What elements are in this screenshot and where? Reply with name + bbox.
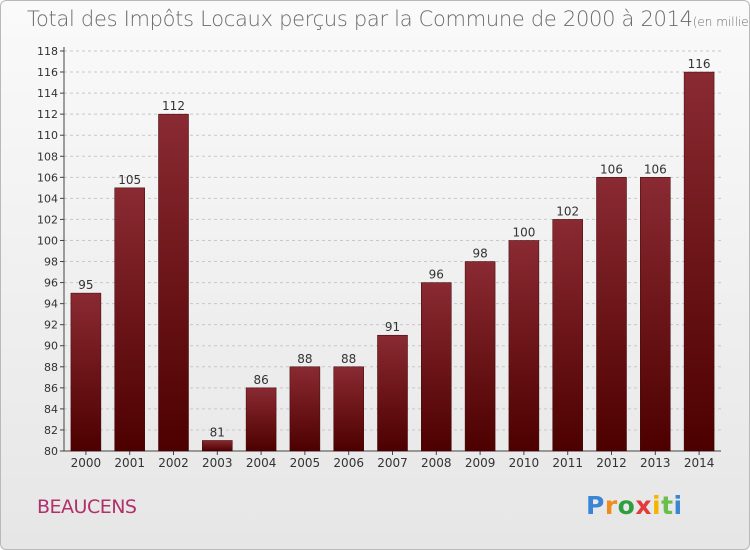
y-tick-label: 98 bbox=[44, 256, 58, 269]
logo-letter: x bbox=[635, 491, 652, 520]
logo-letter: o bbox=[617, 491, 636, 520]
y-tick-label: 106 bbox=[37, 171, 58, 184]
y-tick-label: 104 bbox=[37, 192, 58, 205]
x-tick-label-2010: 2010 bbox=[509, 456, 540, 470]
data-label-2013: 106 bbox=[644, 162, 667, 176]
x-tick-label-2000: 2000 bbox=[71, 456, 102, 470]
bar-2008 bbox=[421, 282, 452, 452]
title-unit: (en milliers d'€) bbox=[692, 15, 749, 29]
x-tick-label-2005: 2005 bbox=[290, 456, 321, 470]
y-tick-label: 94 bbox=[44, 298, 58, 311]
proxiti-logo: Proxiti bbox=[586, 491, 683, 520]
data-label-2010: 100 bbox=[512, 225, 535, 239]
logo-letter: i bbox=[652, 491, 662, 520]
y-tick-label: 112 bbox=[37, 108, 58, 121]
data-label-2007: 91 bbox=[385, 320, 400, 334]
x-tick-label-2013: 2013 bbox=[640, 456, 671, 470]
x-tick-label-2011: 2011 bbox=[552, 456, 583, 470]
bar-2009 bbox=[464, 261, 496, 452]
y-tick-label: 82 bbox=[44, 424, 58, 437]
y-tick-label: 116 bbox=[37, 66, 58, 79]
data-label-2003: 81 bbox=[210, 425, 225, 439]
logo-letter: r bbox=[604, 491, 618, 520]
logo-letter: P bbox=[586, 491, 605, 520]
y-tick-label: 86 bbox=[44, 382, 58, 395]
x-tick-label-2006: 2006 bbox=[333, 456, 364, 470]
y-tick-label: 118 bbox=[37, 45, 58, 58]
bar-2000 bbox=[70, 292, 102, 452]
bar-2013 bbox=[640, 177, 671, 452]
title-text: Total des Impôts Locaux perçus par la Co… bbox=[27, 7, 693, 31]
x-tick-label-2009: 2009 bbox=[465, 456, 496, 470]
bars bbox=[70, 71, 715, 452]
data-label-2002: 112 bbox=[162, 99, 185, 113]
logo-letter: i bbox=[673, 491, 683, 520]
y-tick-label: 84 bbox=[44, 403, 58, 416]
data-label-2000: 95 bbox=[78, 278, 93, 292]
x-tick-label-2003: 2003 bbox=[202, 456, 233, 470]
data-label-2008: 96 bbox=[429, 268, 444, 282]
bar-2014 bbox=[683, 71, 715, 452]
data-label-2009: 98 bbox=[472, 247, 487, 261]
data-label-2006: 88 bbox=[341, 352, 356, 366]
y-tick-label: 102 bbox=[37, 213, 58, 226]
y-tick-label: 90 bbox=[44, 340, 58, 353]
y-tick-label: 100 bbox=[37, 234, 58, 247]
logo-letter: t bbox=[661, 491, 674, 520]
data-label-2001: 105 bbox=[118, 173, 141, 187]
bar-chart: 80 82 84 86 88 90 92 94 96 98 100 102 104 106 108 110 11… bbox=[37, 45, 721, 470]
y-tick-label: 88 bbox=[44, 361, 58, 374]
x-tick-label-2004: 2004 bbox=[246, 456, 277, 470]
y-tick-label: 110 bbox=[37, 129, 58, 142]
data-label-2014: 116 bbox=[688, 57, 711, 71]
y-tick-label: 114 bbox=[37, 87, 58, 100]
x-tick-label-2002: 2002 bbox=[158, 456, 189, 470]
commune-name: BEAUCENS bbox=[37, 496, 137, 518]
y-tick-label: 108 bbox=[37, 150, 58, 163]
bar-2001 bbox=[114, 187, 145, 452]
bar-2012 bbox=[596, 177, 627, 452]
x-tick-label-2014: 2014 bbox=[684, 456, 715, 470]
data-labels: 95 105 112 81 86 88 88 91 96 98 100 102 106 106 116 bbox=[78, 57, 710, 439]
bar-2011 bbox=[552, 219, 583, 452]
bar-2007 bbox=[377, 334, 408, 452]
bar-2006 bbox=[333, 366, 364, 452]
x-tick-label-2012: 2012 bbox=[596, 456, 627, 470]
bar-2010 bbox=[508, 240, 540, 452]
y-tick-label: 96 bbox=[44, 277, 58, 290]
bar-2003 bbox=[202, 440, 233, 452]
chart-title: Total des Impôts Locaux perçus par la Co… bbox=[27, 7, 749, 31]
x-tick-label-2008: 2008 bbox=[421, 456, 452, 470]
y-tick-label: 80 bbox=[44, 445, 58, 458]
bar-2002 bbox=[158, 113, 189, 452]
bar-2005 bbox=[289, 366, 321, 452]
data-label-2011: 102 bbox=[556, 204, 579, 218]
data-label-2004: 86 bbox=[253, 373, 268, 387]
x-tick-label-2007: 2007 bbox=[377, 456, 408, 470]
y-tick-label: 92 bbox=[44, 319, 58, 332]
bar-2004 bbox=[245, 387, 277, 452]
data-label-2005: 88 bbox=[297, 352, 312, 366]
x-tick-label-2001: 2001 bbox=[114, 456, 145, 470]
data-label-2012: 106 bbox=[600, 162, 623, 176]
